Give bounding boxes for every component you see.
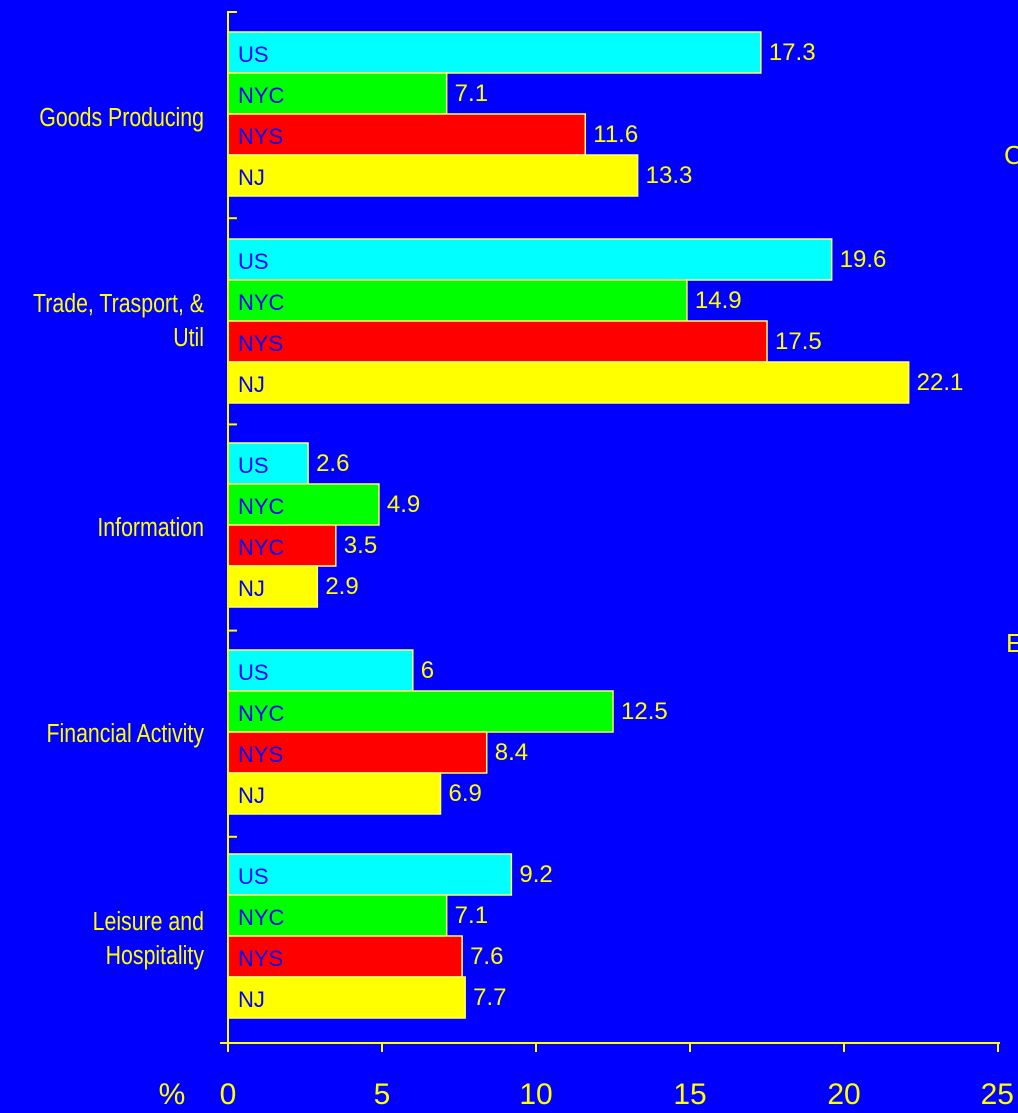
bar-value-label: 11.6 — [593, 121, 638, 148]
bar-5-1 — [227, 853, 513, 896]
category-label: Util — [173, 323, 204, 353]
bar-value-label: 7.7 — [473, 984, 506, 1011]
bar-2-1 — [227, 238, 833, 281]
category-label: Leisure and — [93, 907, 204, 937]
bar-4-4 — [227, 772, 442, 815]
bar-series-label: US — [238, 453, 269, 478]
bar-value-label: 6.9 — [449, 780, 482, 807]
bar-series-label: NYS — [238, 742, 283, 767]
bar-value-label: 2.6 — [316, 450, 349, 477]
bar-value-label: 3.5 — [344, 532, 377, 559]
category-label: Trade, Trasport, & — [33, 289, 204, 319]
category-label: Goods Producing — [39, 103, 204, 133]
bar-series-label: NYS — [238, 946, 283, 971]
bar-value-label: 19.6 — [840, 246, 887, 273]
bar-value-label: 17.5 — [775, 328, 822, 355]
x-tick-label: 5 — [374, 1078, 391, 1111]
bar-series-label: NJ — [238, 987, 265, 1012]
bar-series-label: US — [238, 864, 269, 889]
axis-layer — [220, 11, 1000, 1052]
bar-4-2 — [227, 690, 614, 733]
label-layer: US 17.3 NYC 7.1 NYS 11.6 NJ 13.3 US 19.6 NYC 14.9 NY… — [33, 39, 1014, 1111]
bar-value-label: 6 — [421, 657, 434, 684]
bar-series-label: US — [238, 42, 269, 67]
bar-series-label: NYC — [238, 905, 285, 930]
bar-series-label: US — [238, 660, 269, 685]
x-tick-label: 25 — [981, 1078, 1014, 1111]
x-tick-label: 20 — [827, 1078, 860, 1111]
bars-layer — [227, 31, 910, 1019]
bar-value-label: 9.2 — [519, 861, 552, 888]
edge-text-fragment-1: C — [1004, 140, 1018, 170]
bar-series-label: NYC — [238, 701, 285, 726]
x-tick-label: 0 — [220, 1078, 237, 1111]
bar-5-4 — [227, 976, 466, 1019]
bar-2-4 — [227, 361, 910, 404]
bar-series-label: NYC — [238, 494, 285, 519]
bar-series-label: NYS — [238, 331, 283, 356]
bar-1-4 — [227, 154, 639, 197]
bar-value-label: 13.3 — [646, 162, 693, 189]
bar-value-label: 14.9 — [695, 287, 742, 314]
bar-value-label: 7.1 — [455, 902, 488, 929]
bar-value-label: 8.4 — [495, 739, 528, 766]
bar-series-label: NJ — [238, 576, 265, 601]
edge-text-fragment-2: E — [1006, 628, 1018, 658]
bar-3-4 — [227, 565, 319, 608]
bar-value-label: 4.9 — [387, 491, 420, 518]
bar-value-label: 22.1 — [917, 369, 964, 396]
bar-4-3 — [227, 731, 488, 774]
x-tick-label: 15 — [673, 1078, 706, 1111]
category-label: Financial Activity — [46, 719, 204, 749]
bar-series-label: NYC — [238, 83, 285, 108]
bar-series-label: NJ — [238, 783, 265, 808]
category-label: Hospitality — [106, 941, 204, 971]
bar-series-label: NYC — [238, 290, 285, 315]
bar-1-2 — [227, 72, 448, 115]
bar-value-label: 2.9 — [325, 573, 358, 600]
bar-2-2 — [227, 279, 688, 322]
bar-series-label: NYC — [238, 535, 285, 560]
bar-2-3 — [227, 320, 768, 363]
bar-series-label: NJ — [238, 165, 265, 190]
bar-value-label: 7.1 — [455, 80, 488, 107]
x-axis-label: % — [159, 1078, 186, 1111]
x-tick-label: 10 — [519, 1078, 552, 1111]
bar-value-label: 7.6 — [470, 943, 503, 970]
bar-series-label: NJ — [238, 372, 265, 397]
bar-series-label: NYS — [238, 124, 283, 149]
bar-1-1 — [227, 31, 762, 74]
category-label: Information — [97, 513, 204, 543]
bar-1-3 — [227, 113, 587, 156]
bar-value-label: 17.3 — [769, 39, 816, 66]
bar-value-label: 12.5 — [621, 698, 668, 725]
bar-series-label: US — [238, 249, 269, 274]
bar-5-2 — [227, 894, 448, 937]
